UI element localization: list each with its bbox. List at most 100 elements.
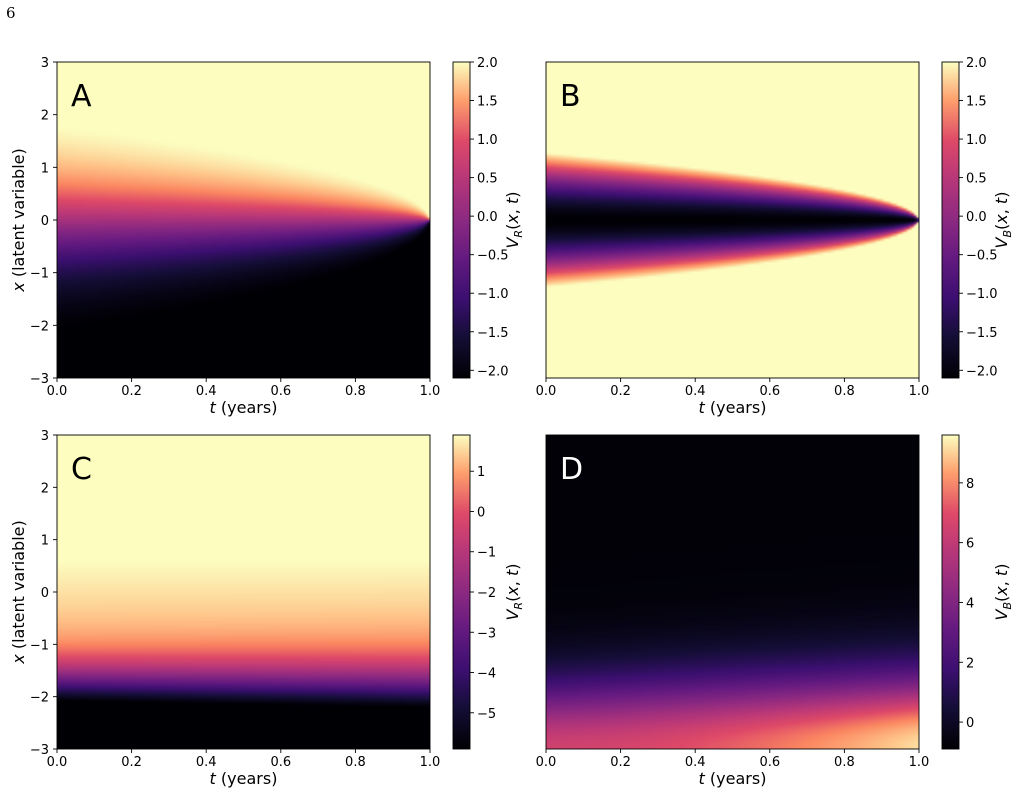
colorbar-tick-label: −1.5: [966, 326, 998, 341]
y-tick-label: 2: [41, 109, 49, 124]
colorbar-tick-label: −2: [477, 586, 496, 601]
colorbar-tick-label: −2.0: [477, 364, 509, 379]
y-tick-label: 1: [41, 534, 49, 549]
colorbar-label: VR(x, t): [503, 563, 525, 620]
x-tick-label: 0.8: [834, 384, 855, 399]
y-tick-label: −2: [30, 691, 49, 706]
y-tick-label: −3: [30, 372, 49, 387]
colorbar-tick-label: −5: [477, 707, 496, 722]
colorbar-tick-label: 0.0: [966, 210, 987, 225]
colorbar-tick-label: 4: [966, 596, 974, 611]
x-tick-label: 0.6: [270, 384, 291, 399]
y-tick-label: 1: [41, 161, 49, 176]
y-tick-label: 3: [41, 56, 49, 71]
colorbar-label: VB(x, t): [992, 192, 1014, 249]
colorbar-gradient: [941, 434, 960, 750]
panel-label: B: [560, 79, 581, 114]
heatmap-image: [546, 62, 919, 378]
panel-A: A 0.0 0.2 0.4 0.6 0.8 1.0 t (years) −3 −2 −1 0 1 2 3 x …: [9, 56, 525, 417]
colorbar-tick-label: 0: [966, 716, 974, 731]
colorbar-tick-label: 2.0: [477, 56, 498, 71]
y-tick-label: 0: [41, 586, 49, 601]
colorbar-gradient: [941, 61, 960, 379]
colorbar-tick-label: 0.5: [966, 172, 987, 187]
x-tick-label: 0.6: [759, 755, 780, 770]
panel-label: C: [71, 452, 92, 487]
x-tick-label: 0.0: [536, 384, 557, 399]
y-tick-label: −1: [30, 267, 49, 282]
colorbar-tick-label: 1.0: [966, 133, 987, 148]
panel-B: B 0.0 0.2 0.4 0.6 0.8 1.0 t (years) −2.0 −1.5 −1.0…: [536, 56, 1014, 417]
y-axis-label: x (latent variable): [9, 520, 28, 664]
y-tick-label: −3: [30, 743, 49, 758]
x-tick-label: 0.2: [610, 755, 631, 770]
colorbar-tick-label: −3: [477, 626, 496, 641]
colorbar-tick-label: 0.0: [477, 210, 498, 225]
y-tick-label: 2: [41, 481, 49, 496]
colorbar-tick-label: 2.0: [966, 56, 987, 71]
y-tick-label: 0: [41, 214, 49, 229]
x-tick-label: 0.2: [610, 384, 631, 399]
y-axis-label: x (latent variable): [9, 148, 28, 292]
colorbar-gradient: [452, 61, 471, 379]
colorbar-tick-label: 0.5: [477, 172, 498, 187]
colorbar-tick-label: 2: [966, 656, 974, 671]
x-tick-label: 0.4: [685, 755, 706, 770]
x-tick-label: 0.6: [759, 384, 780, 399]
panel-D: D 0.0 0.2 0.4 0.6 0.8 1.0 t (years) 0 2 4 6 8 VB(x, t…: [536, 434, 1014, 788]
x-tick-label: 0.4: [196, 384, 217, 399]
y-tick-label: 3: [41, 429, 49, 444]
colorbar-tick-label: −0.5: [477, 249, 509, 264]
x-axis-label: t (years): [210, 769, 278, 788]
colorbar-tick-label: −1.0: [477, 287, 509, 302]
panel-C: C 0.0 0.2 0.4 0.6 0.8 1.0 t (years) −3 −2 −1 0 1 2 3 x …: [9, 429, 525, 788]
panel-label: A: [71, 79, 92, 114]
colorbar-tick-label: 1.5: [477, 95, 498, 110]
colorbar-tick-label: 1.5: [966, 95, 987, 110]
colorbar: 0 2 4 6 8 VB(x, t): [941, 434, 1014, 750]
x-tick-label: 0.0: [47, 384, 68, 399]
colorbar-tick-label: −2.0: [966, 364, 998, 379]
heatmap-image: [546, 435, 919, 749]
plot-frame: [545, 61, 920, 379]
colorbar-tick-label: −0.5: [966, 249, 998, 264]
x-axis-label: t (years): [699, 769, 767, 788]
x-tick-label: 0.0: [47, 755, 68, 770]
panel-label: D: [560, 452, 583, 487]
x-tick-label: 0.4: [196, 755, 217, 770]
x-tick-label: 0.6: [270, 755, 291, 770]
x-tick-label: 1.0: [420, 755, 441, 770]
colorbar-gradient: [452, 434, 471, 750]
x-tick-label: 0.0: [536, 755, 557, 770]
x-tick-label: 0.4: [685, 384, 706, 399]
x-tick-label: 0.2: [121, 755, 142, 770]
x-axis-label: t (years): [699, 398, 767, 417]
x-axis-label: t (years): [210, 398, 278, 417]
colorbar-tick-label: −4: [477, 667, 496, 682]
x-tick-label: 1.0: [909, 755, 930, 770]
plot-frame: [545, 434, 920, 750]
y-tick-label: −2: [30, 319, 49, 334]
colorbar-tick-label: −1.0: [966, 287, 998, 302]
colorbar-label: VB(x, t): [992, 564, 1014, 621]
colorbar: −5 −4 −3 −2 −1 0 1 VR(x, t): [452, 434, 525, 750]
colorbar-tick-label: 8: [966, 477, 974, 492]
colorbar-tick-label: −1: [477, 546, 496, 561]
colorbar-tick-label: 1.0: [477, 133, 498, 148]
x-tick-label: 0.8: [834, 755, 855, 770]
colorbar-label: VR(x, t): [503, 191, 525, 248]
heatmap-image: [57, 62, 430, 378]
heatmap-image: [57, 435, 430, 749]
colorbar-tick-label: 0: [477, 505, 485, 520]
colorbar-tick-label: −1.5: [477, 326, 509, 341]
x-tick-label: 0.2: [121, 384, 142, 399]
page-number: 6: [6, 4, 16, 22]
x-tick-label: 0.8: [345, 755, 366, 770]
x-tick-label: 1.0: [909, 384, 930, 399]
y-tick-label: −1: [30, 638, 49, 653]
colorbar-tick-label: 1: [477, 465, 485, 480]
colorbar: −2.0 −1.5 −1.0 −0.5 0.0 0.5 1.0 1.5 2.0 VB(x, t): [941, 56, 1014, 379]
x-tick-label: 0.8: [345, 384, 366, 399]
colorbar: −2.0 −1.5 −1.0 −0.5 0.0 0.5 1.0 1.5 2.0 VR(x, t): [452, 56, 525, 379]
